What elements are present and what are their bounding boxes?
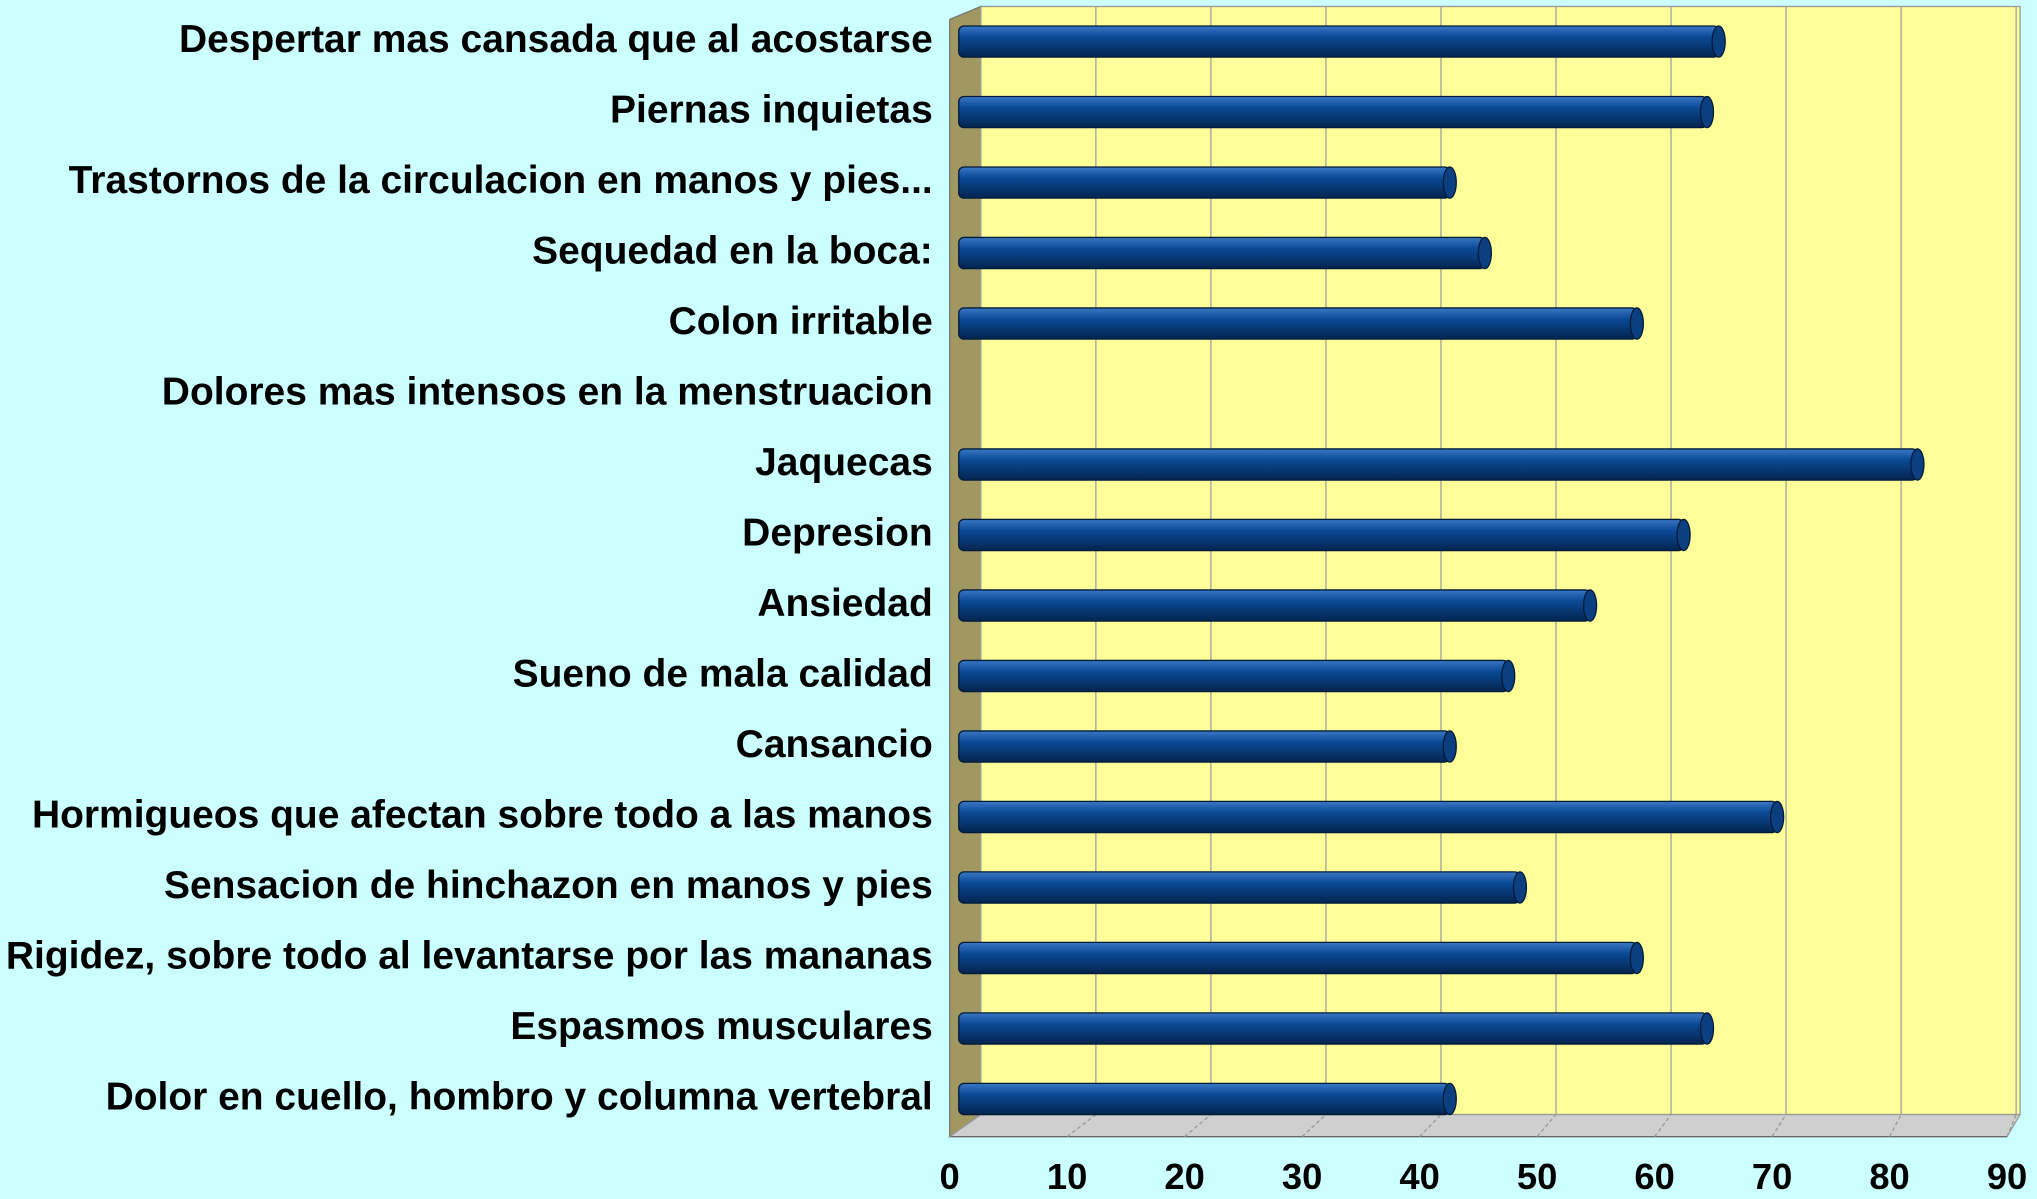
bar xyxy=(958,871,1521,904)
x-tick-label: 70 xyxy=(1752,1156,1792,1197)
bar xyxy=(958,448,1919,481)
x-tick-label: 50 xyxy=(1517,1156,1557,1197)
bar xyxy=(958,1082,1451,1116)
bar xyxy=(958,800,1778,834)
y-tick-label: Jaquecas xyxy=(755,441,933,484)
floor-grid-line xyxy=(1419,1114,1442,1138)
x-tick-label: 30 xyxy=(1282,1156,1322,1197)
floor-grid-line xyxy=(2006,1114,2017,1137)
floor-grid-line xyxy=(1654,1114,1672,1138)
bar-cap xyxy=(1582,589,1598,622)
x-tick-label: 80 xyxy=(1869,1156,1909,1197)
x-tick-label: 20 xyxy=(1164,1156,1204,1197)
floor-grid-line xyxy=(1301,1114,1327,1138)
bar xyxy=(958,25,1720,58)
y-tick-label: Hormigueos que afectan sobre todo a las … xyxy=(32,793,933,836)
bar-cap xyxy=(1910,448,1925,481)
y-tick-label: Rigidez, sobre todo al levantarse por la… xyxy=(6,934,933,977)
floor-grid-line xyxy=(1888,1114,1902,1137)
bar xyxy=(958,307,1638,340)
y-tick-label: Cansancio xyxy=(736,723,933,766)
y-tick-label: Trastornos de la circulacion en manos y … xyxy=(69,159,933,202)
plot-floor xyxy=(947,1113,2022,1138)
bar-cap xyxy=(1501,659,1516,693)
bar-cap xyxy=(1676,518,1691,552)
x-tick-label: 90 xyxy=(1987,1156,2027,1197)
y-tick-label: Ansiedad xyxy=(757,582,932,625)
bar-cap xyxy=(1477,236,1492,270)
x-tick-label: 60 xyxy=(1634,1156,1674,1197)
bar-cap xyxy=(1442,1082,1457,1116)
bar xyxy=(958,166,1451,199)
bar xyxy=(958,518,1685,552)
floor-grid-line xyxy=(1771,1114,1787,1137)
bar xyxy=(958,730,1451,763)
bar-cap xyxy=(1512,871,1528,904)
bar xyxy=(958,1012,1708,1045)
floor-grid-line xyxy=(1536,1114,1557,1138)
bar-cap xyxy=(1629,941,1644,975)
bar-cap xyxy=(1442,730,1457,763)
bar-cap xyxy=(1711,25,1726,58)
y-tick-label: Despertar mas cansada que al acostarse xyxy=(179,18,933,61)
y-tick-label: Sequedad en la boca: xyxy=(532,229,933,272)
bar-cap xyxy=(1629,307,1644,340)
y-tick-label: Dolores mas intensos en la menstruacion xyxy=(162,370,933,413)
y-tick-label: Depresion xyxy=(742,511,933,554)
x-tick-label: 0 xyxy=(940,1156,960,1197)
bar xyxy=(958,659,1509,693)
y-tick-label: Sueno de mala calidad xyxy=(513,652,933,695)
y-tick-label: Piernas inquietas xyxy=(610,88,933,131)
x-tick-label: 10 xyxy=(1047,1156,1087,1197)
floor-grid-line xyxy=(1184,1114,1212,1138)
y-tick-label: Sensacion de hinchazon en manos y pies xyxy=(164,864,933,907)
x-tick-label: 40 xyxy=(1399,1156,1439,1197)
bar xyxy=(958,95,1708,129)
bar-cap xyxy=(1442,166,1457,199)
y-tick-label: Espasmos musculares xyxy=(510,1005,932,1048)
bar xyxy=(958,589,1591,622)
bar xyxy=(958,236,1486,270)
y-tick-label: Dolor en cuello, hombro y columna verteb… xyxy=(106,1075,933,1118)
bar-cap xyxy=(1699,1012,1715,1045)
bar-cap xyxy=(1699,95,1715,129)
bar xyxy=(958,941,1638,975)
y-tick-label: Colon irritable xyxy=(669,300,933,343)
bar-cap xyxy=(1769,800,1785,834)
